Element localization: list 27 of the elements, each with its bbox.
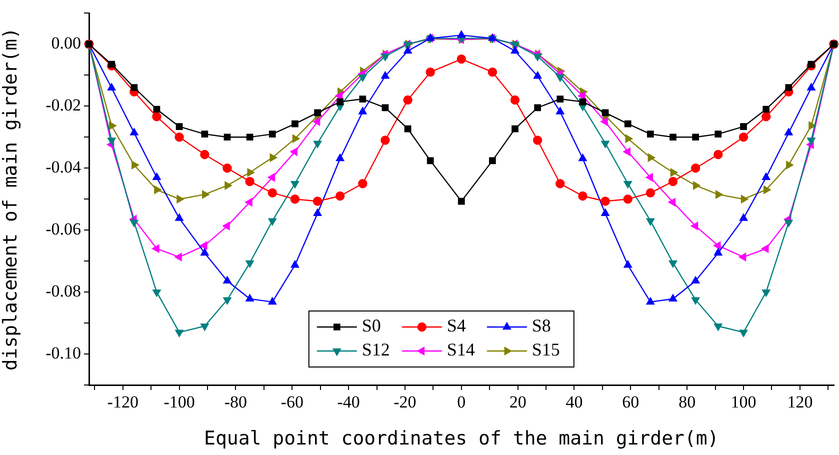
x-tick-label: -60 [280, 392, 304, 412]
x-tick-label: 120 [787, 392, 813, 412]
y-tick-label: -0.10 [46, 343, 81, 362]
x-tick-label: 60 [622, 392, 640, 412]
x-tick-label: -120 [107, 392, 138, 412]
legend-label: S15 [532, 340, 560, 360]
y-tick-label: 0.00 [51, 34, 81, 53]
x-tick-label: -80 [224, 392, 248, 412]
legend-label: S0 [362, 316, 381, 336]
x-tick-label: 100 [730, 392, 756, 412]
x-tick-label: 20 [509, 392, 526, 412]
x-tick-label: -40 [337, 392, 360, 412]
legend-label: S4 [446, 316, 466, 336]
legend-label: S12 [362, 340, 390, 360]
legend-label: S8 [532, 316, 551, 336]
x-tick-label: 80 [678, 392, 696, 412]
x-tick-label: 40 [566, 392, 583, 412]
x-axis-title: Equal point coordinates of the main girder(m) [204, 428, 719, 450]
y-tick-label: -0.04 [46, 158, 82, 177]
legend-label: S14 [446, 340, 475, 360]
y-axis-title: displacement of main girder(m) [0, 28, 22, 371]
x-tick-label: 0 [457, 392, 466, 412]
x-tick-label: -100 [164, 392, 195, 412]
y-tick-label: -0.02 [46, 96, 81, 115]
y-tick-label: -0.06 [46, 220, 81, 239]
x-tick-label: -20 [394, 392, 416, 412]
y-tick-label: -0.08 [46, 282, 81, 301]
